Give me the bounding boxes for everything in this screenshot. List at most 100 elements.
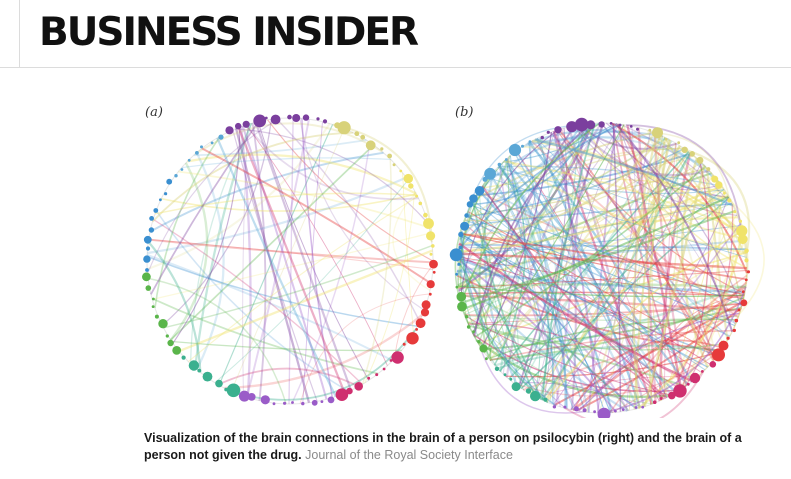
- brain-region-node: [701, 370, 704, 373]
- connection-edge: [561, 128, 668, 399]
- connection-edge: [463, 312, 653, 405]
- connection-edge: [172, 127, 241, 344]
- brain-region-node: [415, 194, 419, 198]
- brain-region-node: [174, 174, 178, 178]
- connection-edge: [457, 194, 728, 255]
- connection-edge: [519, 124, 581, 389]
- brain-region-node: [387, 153, 392, 159]
- connection-edge: [299, 293, 430, 404]
- caption-source[interactable]: Journal of the Royal Society Interface: [305, 448, 513, 462]
- connection-edge: [509, 155, 575, 411]
- connection-edge: [457, 185, 723, 254]
- connection-edge: [596, 131, 651, 414]
- connection-edge: [505, 158, 747, 254]
- connection-edge: [502, 130, 556, 375]
- brain-region-node: [726, 336, 730, 340]
- caption-text: Visualization of the brain connections i…: [144, 431, 742, 462]
- connection-edge: [468, 211, 719, 356]
- header-divider: [19, 0, 20, 68]
- brain-region-node: [423, 218, 434, 229]
- connection-edge: [361, 159, 392, 385]
- connection-edge: [460, 233, 708, 368]
- brain-region-node: [744, 258, 749, 263]
- connection-edge: [529, 174, 714, 395]
- connection-edge: [146, 123, 331, 271]
- connection-edge: [459, 122, 600, 241]
- site-header: BUSINESS INSIDER: [0, 0, 791, 68]
- brain-region-node: [145, 268, 149, 272]
- connection-edge: [514, 350, 722, 397]
- brain-region-node: [457, 262, 461, 266]
- connection-edge: [464, 302, 743, 317]
- brain-region-node: [582, 408, 587, 413]
- connection-edge: [684, 204, 734, 388]
- connection-edge: [493, 158, 526, 366]
- connection-edge: [460, 233, 612, 413]
- brain-region-node: [509, 377, 513, 381]
- connection-edge: [483, 171, 519, 387]
- connection-edge: [696, 158, 744, 305]
- brain-region-node: [431, 244, 435, 248]
- connection-edge: [549, 131, 718, 358]
- connection-edge: [146, 255, 418, 327]
- connection-edge: [458, 122, 594, 292]
- brain-region-node: [618, 123, 622, 127]
- connection-edge: [705, 167, 729, 341]
- connection-edge: [502, 123, 616, 163]
- connection-edge: [460, 235, 718, 357]
- brain-region-node: [153, 208, 159, 213]
- connection-edge: [480, 178, 726, 193]
- site-logo[interactable]: BUSINESS INSIDER: [39, 10, 419, 55]
- connection-edge: [478, 190, 568, 409]
- connection-edge: [458, 243, 746, 251]
- connection-edge: [709, 214, 738, 347]
- connection-edge: [402, 172, 414, 334]
- brain-region-node: [586, 120, 596, 130]
- connection-edge: [605, 122, 743, 308]
- connection-edge: [217, 367, 359, 388]
- brain-region-node: [235, 122, 242, 130]
- brain-region-node: [621, 408, 625, 411]
- connection-edge: [171, 340, 402, 352]
- brain-region-node: [673, 384, 687, 398]
- connection-edge: [553, 162, 703, 405]
- brain-region-node: [464, 213, 469, 218]
- brain-region-node: [354, 131, 360, 137]
- connection-edge: [473, 122, 591, 337]
- connection-edge: [457, 123, 620, 255]
- brain-region-node: [744, 278, 748, 282]
- connection-edge: [643, 164, 706, 407]
- connection-edge: [637, 230, 744, 410]
- connection-edge: [460, 135, 663, 237]
- connection-edge: [245, 124, 419, 200]
- brain-region-node: [158, 319, 168, 329]
- connection-edge: [601, 286, 747, 414]
- brain-region-node: [733, 210, 737, 214]
- brain-region-node: [494, 366, 500, 371]
- brain-region-node: [283, 401, 287, 405]
- brain-region-node: [472, 330, 475, 334]
- connection-edge: [169, 162, 209, 341]
- connection-edge: [214, 179, 409, 384]
- connection-edge: [488, 318, 738, 360]
- connection-edge: [254, 121, 353, 391]
- brain-region-node: [181, 355, 186, 360]
- connection-edge: [394, 264, 434, 359]
- brain-region-node: [641, 405, 645, 409]
- brain-region-node: [375, 373, 379, 377]
- connection-edge: [458, 244, 566, 409]
- connection-edge: [541, 122, 596, 401]
- connection-edge: [187, 153, 417, 195]
- connection-edge: [460, 199, 502, 373]
- connection-edge: [161, 193, 417, 212]
- connection-edge: [730, 200, 765, 315]
- connection-edge: [481, 185, 667, 399]
- brain-region-node: [525, 388, 532, 394]
- brain-region-node: [320, 400, 324, 403]
- brain-region-node: [609, 122, 613, 125]
- panel-a-connectome: [142, 114, 438, 406]
- brain-region-node: [260, 395, 270, 405]
- connection-edge: [674, 203, 735, 394]
- connection-edge: [577, 196, 729, 412]
- brain-region-node: [270, 114, 281, 125]
